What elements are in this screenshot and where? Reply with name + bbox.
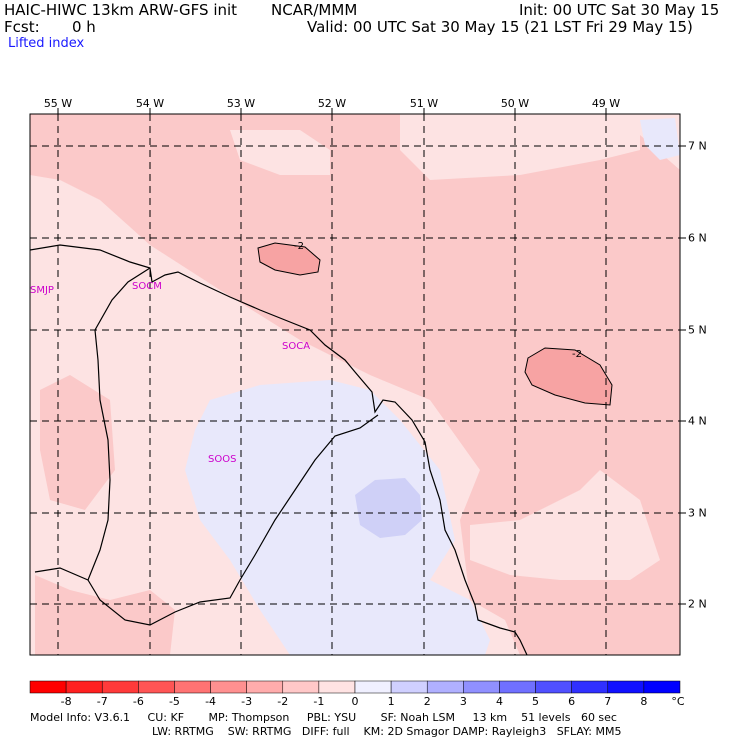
colorbar-swatch (390, 680, 428, 694)
station-label: SMJP (30, 285, 54, 296)
forecast-label: Fcst: (4, 18, 40, 36)
colorbar-swatch (101, 680, 139, 694)
contour-label: -2 (572, 349, 582, 360)
colorbar-swatch (643, 680, 681, 694)
station-label: SOCA (282, 341, 310, 352)
colorbar-tick-label: -3 (241, 695, 253, 708)
colorbar-tick-label: -2 (277, 695, 289, 708)
forecast-value: 0 h (72, 18, 96, 36)
contour-minus2-east (524, 347, 613, 406)
lon-label: 54 W (135, 97, 165, 110)
colorbar-tick-label: 2 (423, 695, 431, 708)
lon-label: 53 W (226, 97, 256, 110)
init-time: Init: 00 UTC Sat 30 May 15 (519, 1, 720, 19)
colorbar-tick-label: -1 (313, 695, 325, 708)
model-info-line2: LW: RRTMG SW: RRTMG DIFF: full KM: 2D Sm… (152, 725, 622, 738)
lat-label: 3 N (688, 506, 707, 520)
lat-label: 2 N (688, 597, 707, 611)
station-label: SOCM (132, 281, 162, 292)
colorbar-tick-label: 1 (387, 695, 395, 708)
colorbar-swatch (246, 680, 284, 694)
colorbar-swatch (65, 680, 103, 694)
light-patch (400, 114, 640, 180)
border-line (87, 414, 379, 626)
lat-label: 5 N (688, 323, 707, 337)
colorbar (29, 680, 681, 694)
lon-label: 52 W (317, 97, 347, 110)
colorbar-swatch (174, 680, 211, 694)
tick-marks (57, 108, 686, 605)
station-label: SOOS (208, 454, 236, 465)
lat-label: 4 N (688, 414, 707, 428)
map-frame (29, 113, 681, 656)
blue-patch (640, 118, 680, 160)
lat-label: 7 N (688, 139, 707, 153)
colorbar-swatch (571, 680, 609, 694)
colorbar-swatch (29, 680, 67, 694)
lon-label: 50 W (500, 97, 530, 110)
colorbar-tick-label: -4 (205, 695, 217, 708)
blue-core (355, 478, 422, 538)
lon-label: 49 W (591, 97, 621, 110)
light-patch (230, 130, 330, 175)
colorbar-swatch (535, 680, 572, 694)
colorbar-tick-label: -7 (96, 695, 108, 708)
colorbar-swatch (426, 680, 464, 694)
colorbar-tick-label: -6 (132, 695, 144, 708)
lon-label: 51 W (409, 97, 439, 110)
contour-label: -2 (294, 241, 304, 252)
colorbar-swatch (210, 680, 247, 694)
colorbar-swatch (282, 680, 320, 694)
colorbar-tick-label: -5 (168, 695, 180, 708)
colorbar-swatch (354, 680, 392, 694)
organization: NCAR/MMM (271, 1, 358, 19)
lat-label: 6 N (688, 231, 707, 245)
graticule (30, 114, 680, 655)
model-info-line1: Model Info: V3.6.1 CU: KF MP: Thompson P… (30, 711, 617, 724)
colorbar-tick-label: 4 (495, 695, 503, 708)
light-blue-region (185, 380, 490, 655)
colorbar-tick-label: 7 (604, 695, 612, 708)
colorbar-swatch (463, 680, 500, 694)
coastline (30, 244, 528, 655)
valid-time: Valid: 00 UTC Sat 30 May 15 (21 LST Fri … (307, 18, 693, 36)
colorbar-swatch (499, 680, 536, 694)
colorbar-tick-label: 8 (640, 695, 648, 708)
colorbar-swatch (138, 680, 175, 694)
field-name: Lifted index (8, 36, 85, 51)
model-title: HAIC-HIWC 13km ARW-GFS init (4, 1, 238, 19)
contour-minus2-north (257, 242, 321, 276)
colorbar-tick-label: 6 (568, 695, 576, 708)
lon-label: 55 W (43, 97, 73, 110)
pink-patch (35, 575, 175, 655)
colorbar-tick-label: -8 (60, 695, 72, 708)
colorbar-tick-label: 5 (532, 695, 540, 708)
colorbar-unit: °C (671, 695, 685, 708)
colorbar-tick-label: 3 (459, 695, 467, 708)
light-patch (470, 470, 660, 580)
pink-patch (40, 375, 115, 510)
colorbar-swatch (318, 680, 356, 694)
pink-band (30, 114, 680, 655)
colorbar-tick-label: 0 (351, 695, 359, 708)
colorbar-swatch (607, 680, 645, 694)
